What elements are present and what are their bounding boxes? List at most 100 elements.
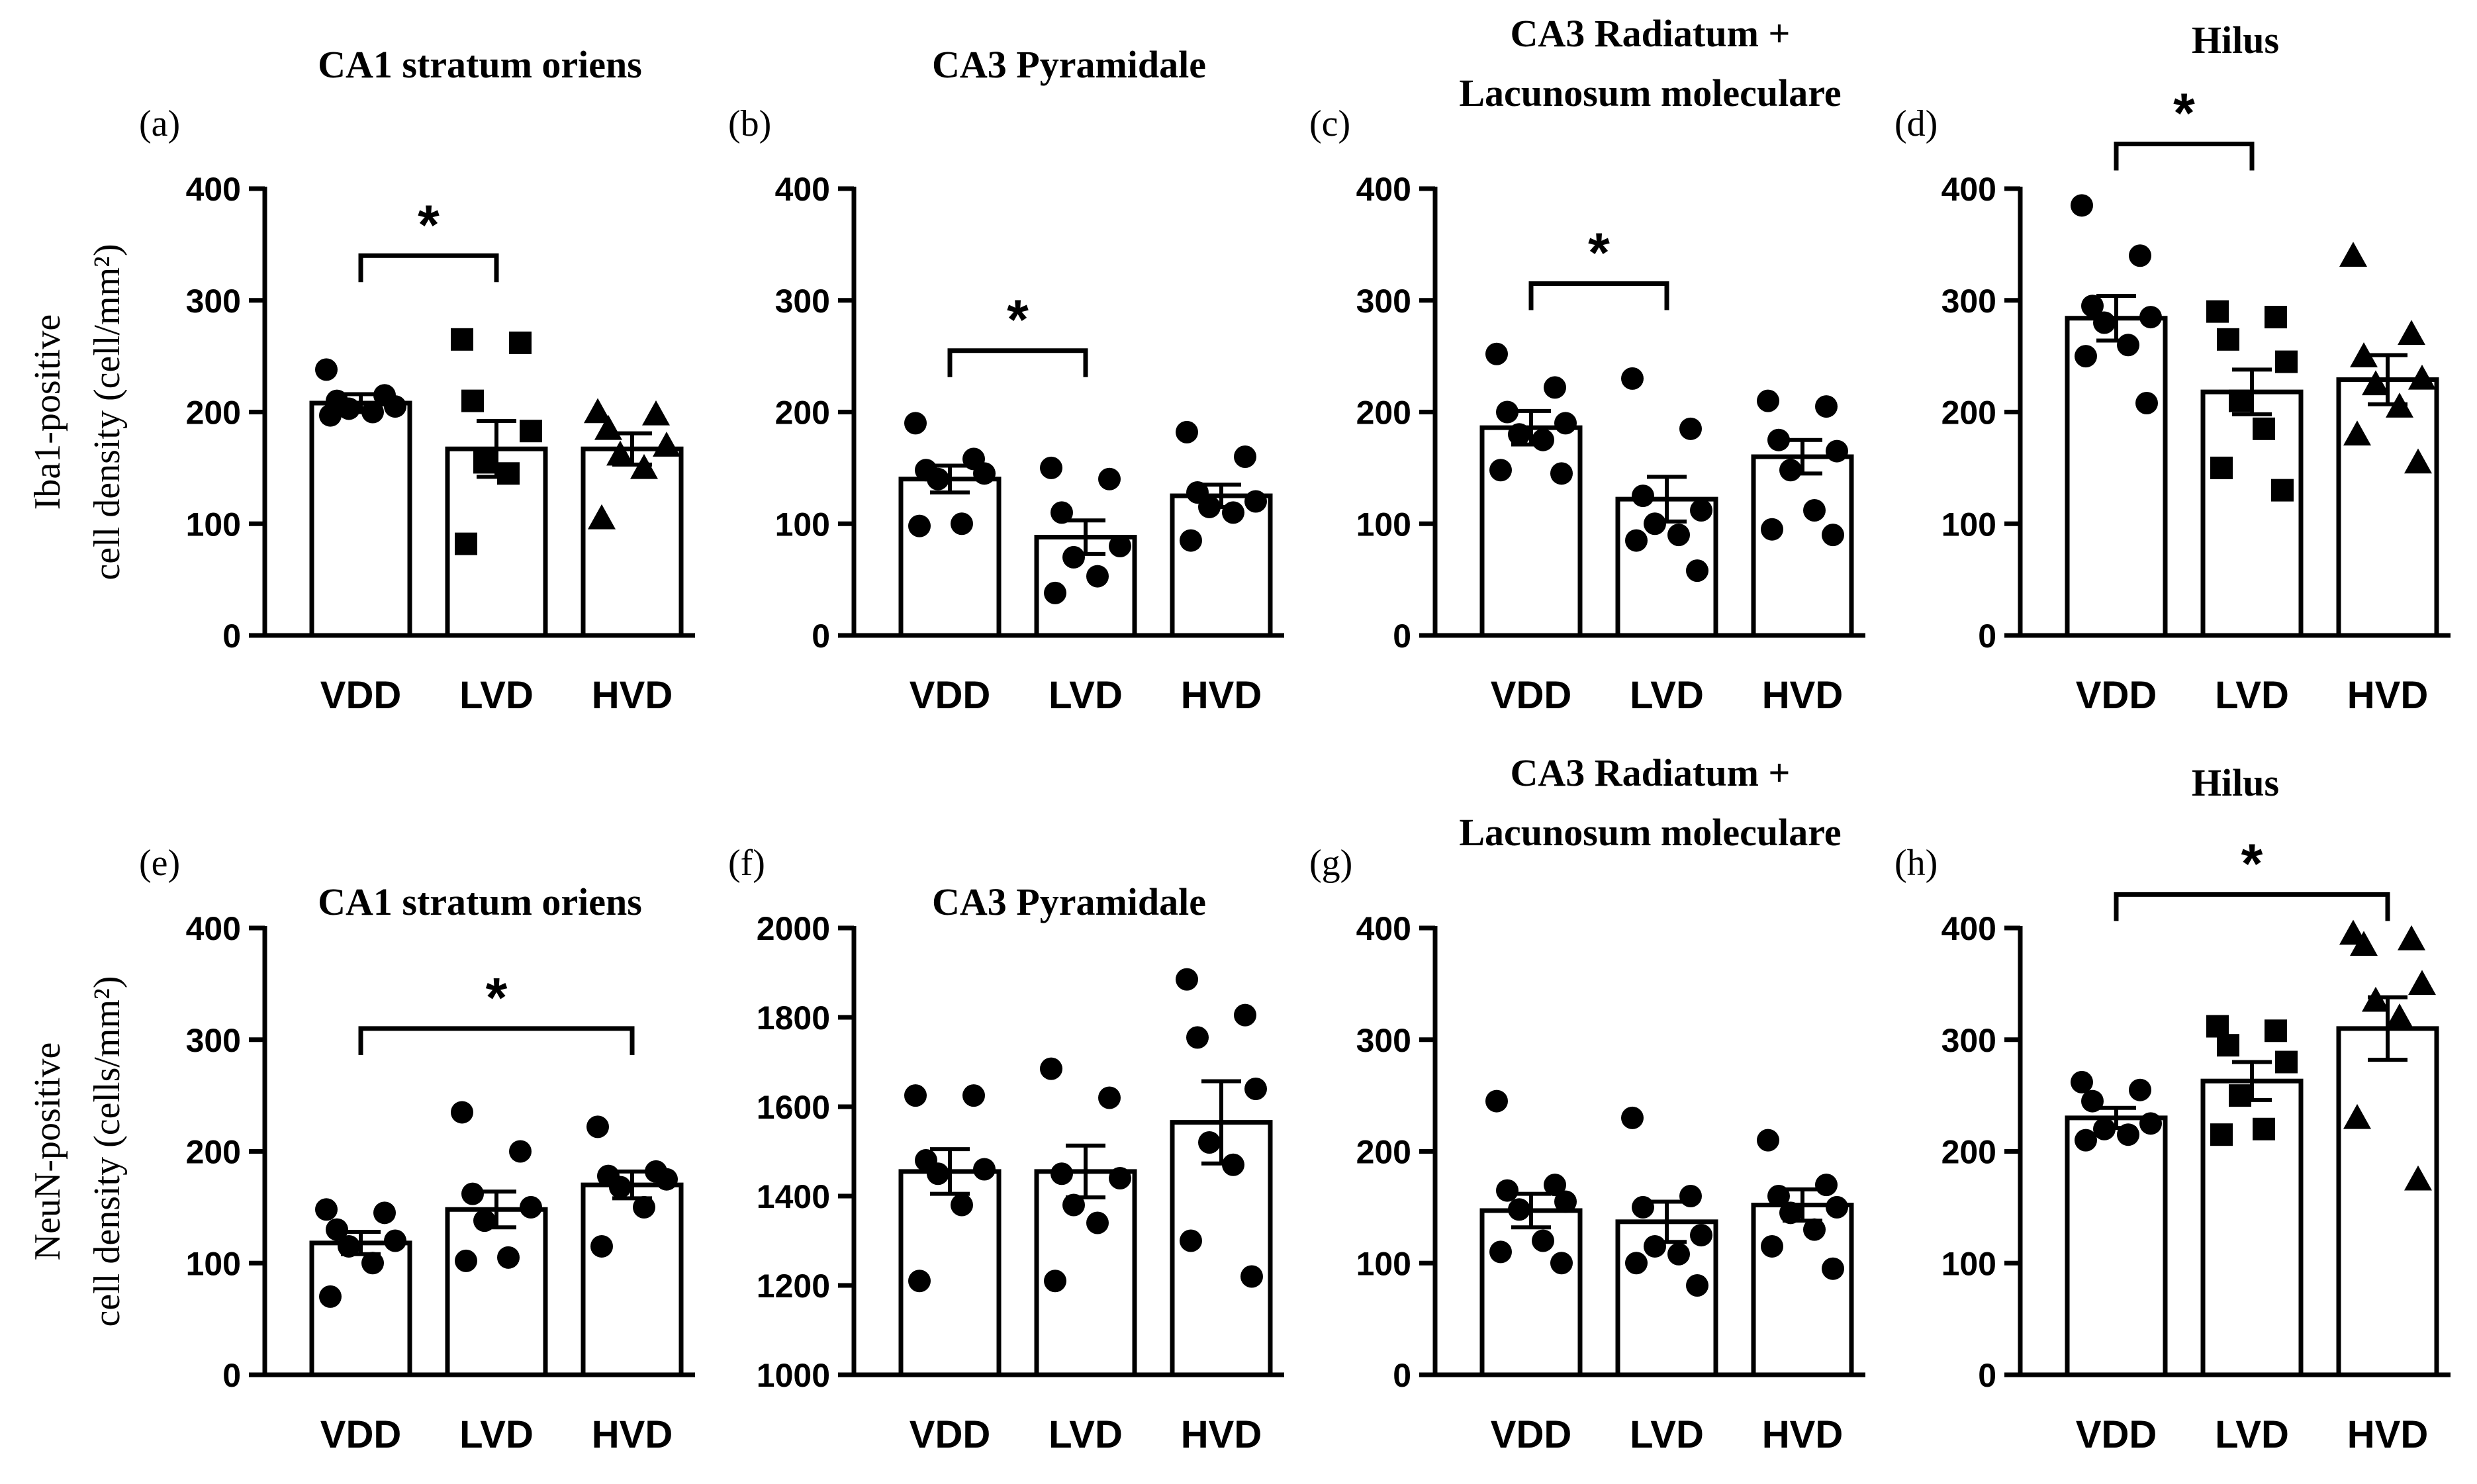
bar-lvd	[445, 1207, 548, 1377]
panel-letter: (a)	[139, 103, 180, 144]
data-point	[2206, 300, 2229, 323]
data-point	[1544, 1174, 1566, 1197]
data-point	[2139, 1112, 2162, 1135]
data-point	[1532, 428, 1554, 451]
data-point	[2139, 306, 2162, 329]
data-point	[1761, 1234, 1783, 1258]
data-point	[461, 389, 484, 412]
data-point	[1109, 1167, 1131, 1189]
data-point	[1550, 462, 1573, 485]
data-point	[1234, 1003, 1256, 1027]
panel-title: Lacunosum moleculare	[1459, 811, 1841, 854]
x-tick-label-lvd: LVD	[1049, 674, 1123, 717]
data-point	[2265, 1019, 2287, 1043]
bar-hvd	[1751, 1203, 1854, 1377]
significance-bracket	[1528, 281, 1669, 310]
x-tick-label-hvd: HVD	[1762, 1413, 1843, 1456]
panel-c: CA3 Radiatum + Lacunosum moleculare (c) 0 10…	[1309, 12, 1865, 717]
data-point	[1508, 423, 1530, 446]
data-point	[655, 1168, 678, 1191]
y-tick-label: 400	[186, 910, 241, 947]
data-point	[319, 1285, 342, 1308]
data-point	[473, 1209, 496, 1232]
y-tick-label: 0	[1393, 618, 1411, 655]
data-point	[1761, 518, 1783, 541]
bar-vdd	[2065, 316, 2168, 638]
data-point	[2117, 1123, 2139, 1146]
x-tick-label-vdd: VDD	[320, 674, 401, 717]
data-point	[361, 400, 384, 424]
data-point	[590, 1234, 613, 1258]
data-point	[1086, 565, 1109, 588]
data-point	[1757, 1129, 1779, 1152]
data-point	[2404, 448, 2432, 474]
x-tick-label-lvd: LVD	[1630, 674, 1704, 717]
data-point	[451, 328, 473, 351]
bar-vdd	[309, 400, 412, 638]
y-tick-label: 200	[186, 394, 241, 432]
data-point	[2343, 420, 2371, 446]
panel-letter: (d)	[1894, 103, 1938, 144]
panel-letter: (h)	[1894, 843, 1938, 884]
data-point	[2253, 1117, 2275, 1140]
bar-hvd	[2336, 377, 2439, 638]
data-point	[2071, 1070, 2093, 1093]
data-point	[2350, 931, 2378, 956]
data-point	[1554, 412, 1577, 435]
panel-letter: (e)	[139, 843, 180, 884]
data-point	[1062, 1193, 1085, 1217]
data-point	[509, 1140, 532, 1163]
data-point	[2135, 392, 2158, 414]
data-point	[384, 395, 406, 418]
y-tick-label: 100	[186, 1245, 241, 1282]
panel-title: CA3 Pyramidale	[932, 880, 1206, 923]
data-point	[1098, 467, 1121, 490]
y-tick-label: 400	[775, 171, 830, 208]
data-point	[1632, 485, 1654, 508]
data-point	[497, 462, 520, 485]
data-point	[497, 1246, 520, 1269]
data-point	[1803, 1218, 1826, 1241]
data-point	[1062, 545, 1085, 569]
y-tick-label: 100	[775, 506, 830, 543]
data-point	[1686, 1274, 1708, 1297]
data-point	[1826, 1195, 1848, 1219]
y-tick-label: 0	[1393, 1357, 1411, 1394]
data-point	[908, 1270, 931, 1293]
data-point	[2217, 1034, 2239, 1057]
data-point	[1815, 395, 1838, 418]
data-point	[1544, 376, 1566, 399]
y-tick-label: 1000	[757, 1357, 830, 1394]
data-point	[319, 404, 342, 427]
data-point	[1044, 1270, 1066, 1293]
data-point	[1644, 1234, 1666, 1258]
y-tick-label: 100	[1941, 506, 1996, 543]
data-point	[904, 412, 927, 435]
data-point	[1496, 400, 1519, 424]
data-point	[2386, 393, 2413, 418]
data-point	[473, 451, 496, 474]
x-tick-label-lvd: LVD	[459, 674, 534, 717]
data-point	[2339, 242, 2367, 267]
data-point	[1757, 389, 1779, 412]
bar-hvd	[581, 1182, 684, 1377]
y-tick-label: 200	[1941, 1134, 1996, 1171]
data-point	[1044, 581, 1066, 604]
data-point	[973, 462, 996, 485]
data-point	[1767, 428, 1790, 451]
data-point	[2362, 986, 2390, 1012]
data-point	[2404, 1165, 2432, 1191]
panel-title: Lacunosum moleculare	[1459, 71, 1841, 115]
data-point	[2408, 364, 2436, 390]
y-axis-label: cell density (cell/mm²)	[87, 244, 128, 580]
y-tick-label: 300	[775, 283, 830, 320]
data-point	[2075, 1129, 2097, 1152]
data-point	[1186, 1026, 1209, 1049]
y-tick-label: 300	[186, 283, 241, 320]
data-point	[451, 1101, 473, 1124]
data-point	[1198, 495, 1221, 518]
y-tick-label: 200	[1356, 1134, 1411, 1171]
data-point	[594, 414, 622, 440]
data-point	[455, 1249, 477, 1272]
y-tick-label: 300	[186, 1022, 241, 1059]
